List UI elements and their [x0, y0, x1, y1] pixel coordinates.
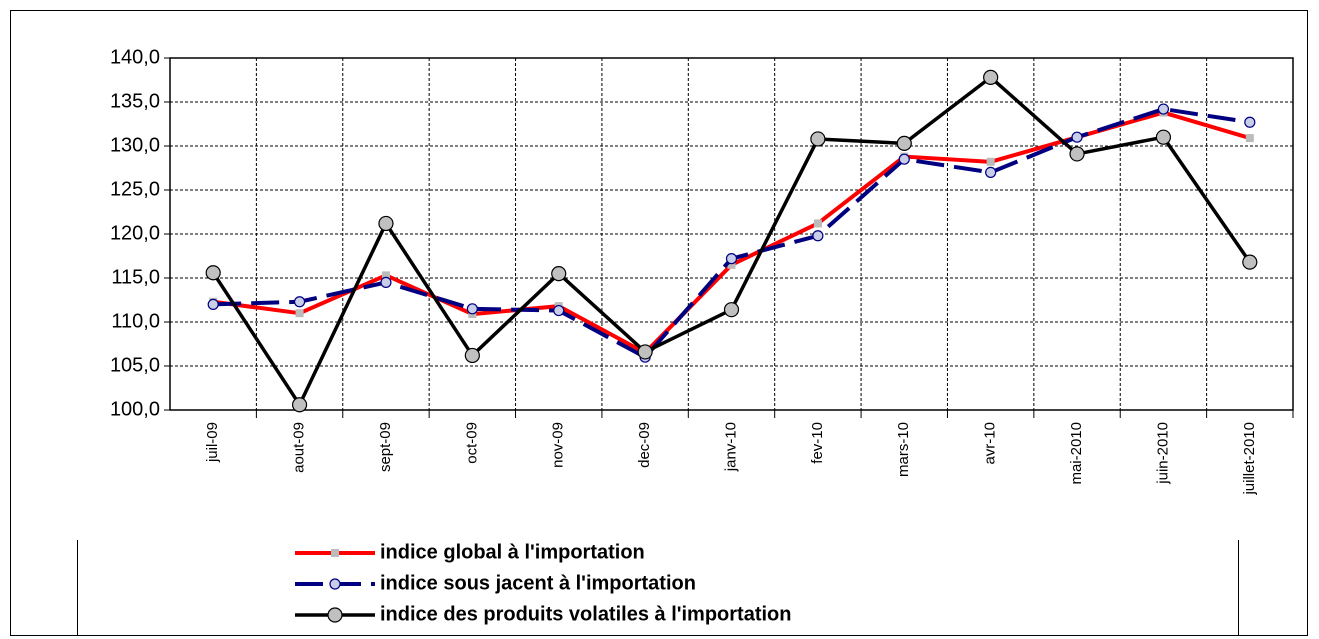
- legend-label: indice des produits volatiles à l'import…: [380, 603, 792, 625]
- plot-border: [169, 57, 1294, 411]
- x-tick-label: sept-09: [377, 422, 394, 472]
- point: [1242, 254, 1258, 270]
- point: [1244, 116, 1256, 128]
- legend-frame: [77, 540, 1239, 636]
- y-tick-label: 120,0: [110, 222, 160, 244]
- point: [381, 271, 390, 280]
- point: [378, 215, 394, 232]
- point: [985, 166, 997, 178]
- point: [813, 219, 822, 228]
- point: [295, 309, 304, 318]
- point: [1155, 129, 1172, 145]
- x-tick-label: dec-09: [636, 422, 653, 468]
- x-tick-label: janv-10: [722, 422, 739, 472]
- x-tick-label: juin-2010: [1154, 422, 1171, 485]
- x-tick-label: nov-09: [550, 422, 567, 468]
- point: [551, 266, 567, 282]
- x-tick-label: oct-09: [463, 422, 480, 464]
- legend-label: indice global à l'importation: [380, 541, 645, 563]
- point: [291, 397, 308, 413]
- x-tick-label: avr-10: [982, 422, 999, 465]
- point: [1157, 103, 1170, 115]
- point: [380, 276, 392, 288]
- point: [466, 303, 478, 315]
- point: [896, 135, 912, 151]
- point: [1069, 146, 1085, 162]
- y-tick-label: 135,0: [110, 90, 160, 112]
- x-tick-label: mai-2010: [1068, 422, 1085, 485]
- chart-frame: [10, 10, 1308, 636]
- y-tick-label: 130,0: [110, 134, 160, 156]
- point: [898, 153, 910, 165]
- legend-marker: [329, 578, 341, 590]
- point: [812, 230, 824, 242]
- y-tick-label: 105,0: [110, 354, 160, 376]
- point: [205, 265, 221, 281]
- point: [207, 298, 219, 310]
- y-tick-label: 115,0: [111, 266, 160, 288]
- y-tick-label: 125,0: [110, 178, 160, 200]
- x-tick-label: mars-10: [895, 422, 912, 477]
- point: [986, 157, 995, 166]
- point: [293, 296, 306, 308]
- point: [810, 131, 826, 147]
- y-tick-label: 140,0: [110, 46, 160, 68]
- legend-marker: [327, 607, 343, 623]
- point: [637, 344, 653, 360]
- point: [1071, 131, 1083, 143]
- point: [1245, 134, 1254, 143]
- point: [983, 69, 999, 85]
- legend-label: indice sous jacent à l'importation: [380, 572, 696, 594]
- y-tick-label: 110,0: [111, 310, 160, 332]
- y-tick-label: 100,0: [110, 398, 160, 420]
- point: [723, 302, 740, 318]
- point: [464, 347, 480, 364]
- x-tick-label: fev-10: [809, 422, 826, 464]
- x-tick-label: aout-09: [291, 422, 308, 473]
- point: [727, 260, 736, 269]
- point: [553, 304, 565, 317]
- x-tick-label: juillet-2010: [1241, 422, 1258, 496]
- point: [725, 253, 738, 265]
- x-tick-label: juil-09: [204, 422, 221, 463]
- legend-marker: [331, 549, 339, 557]
